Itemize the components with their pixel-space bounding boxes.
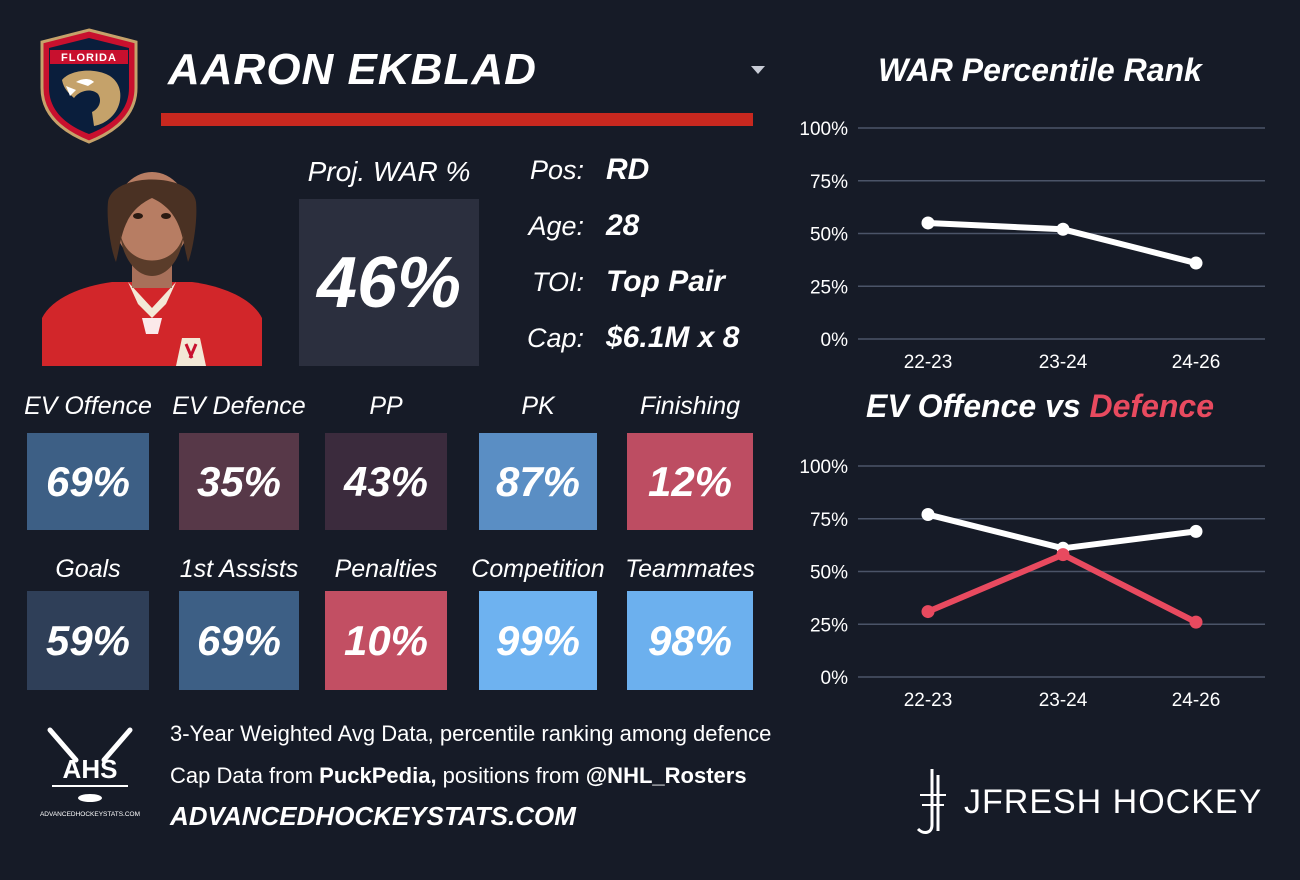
chevron-down-icon[interactable]: [748, 64, 768, 76]
proj-war-value: 46%: [299, 199, 479, 366]
nhl-rosters-link: @NHL_Rosters: [585, 763, 747, 788]
proj-war-label: Proj. WAR %: [307, 156, 471, 187]
y-tick-label: 0%: [821, 668, 849, 689]
footer-note-1: 3-Year Weighted Avg Data, percentile ran…: [170, 721, 772, 746]
cap-value: $6.1M x 8: [606, 321, 740, 354]
stat-label-competition: Competition: [471, 555, 605, 583]
x-tick-label: 23-24: [1039, 352, 1088, 372]
stat-label-teammates: Teammates: [625, 555, 755, 583]
footer-note-2: Cap Data from PuckPedia, positions from …: [170, 763, 747, 789]
pos-value: RD: [606, 153, 650, 186]
y-tick-label: 100%: [799, 457, 848, 478]
data-point: [1189, 524, 1203, 538]
footer-note-2-mid: positions from: [436, 763, 586, 788]
stat-value-ev-offence: 69%: [27, 433, 149, 530]
chart1-title: WAR Percentile Rank: [878, 52, 1202, 88]
y-tick-label: 100%: [799, 119, 848, 140]
x-tick-label: 23-24: [1039, 690, 1088, 710]
puckpedia-link: PuckPedia,: [319, 763, 437, 788]
stat-label-finishing: Finishing: [639, 392, 741, 420]
footer-note-2-prefix: Cap Data from: [170, 763, 320, 788]
chart2-title: EV Offence vs Defence: [780, 388, 1300, 425]
stat-label-ev-offence: EV Offence: [24, 392, 152, 420]
stat-label-penalties: Penalties: [334, 555, 438, 583]
name-underline: [161, 113, 753, 126]
stat-value-goals: 59%: [27, 591, 149, 690]
ev-offence-defence-chart: 100% 75% 50% 25% 0% 22-23 23-24 24-26: [799, 457, 1265, 710]
jfresh-hockey-logo: JFRESH HOCKEY: [916, 769, 1262, 834]
age-label: Age:: [528, 211, 584, 241]
ahs-logo-text: AHS: [63, 754, 118, 784]
brand-text: JFRESH HOCKEY: [964, 783, 1262, 821]
y-tick-label: 75%: [810, 172, 848, 193]
x-tick-label: 24-26: [1172, 690, 1221, 710]
florida-panthers-logo: FLORIDA: [40, 28, 138, 144]
stat-label-pp: PP: [369, 392, 403, 420]
data-point: [921, 508, 935, 522]
cap-label: Cap:: [526, 323, 584, 353]
stat-label-pk: PK: [521, 392, 555, 420]
stat-value-pk: 87%: [479, 433, 597, 530]
stat-value-teammates: 98%: [627, 591, 753, 690]
stat-label-goals: Goals: [55, 555, 121, 583]
stat-value-penalties: 10%: [325, 591, 447, 690]
data-point: [921, 216, 935, 230]
stat-label-1st-assists: 1st Assists: [179, 555, 299, 583]
stat-value-pp: 43%: [325, 433, 447, 530]
y-tick-label: 75%: [810, 510, 848, 531]
war-percentile-chart: 100% 75% 50% 25% 0% 22-23 23-24 24-26: [799, 119, 1265, 372]
y-tick-label: 0%: [821, 330, 849, 351]
x-tick-label: 22-23: [904, 690, 953, 710]
x-tick-label: 24-26: [1172, 352, 1221, 372]
stat-value-1st-assists: 69%: [179, 591, 299, 690]
data-point: [1189, 256, 1203, 270]
y-tick-label: 25%: [810, 615, 848, 636]
series-line-1: [926, 551, 1198, 625]
y-tick-label: 50%: [810, 225, 848, 246]
toi-label: TOI:: [531, 267, 584, 297]
stat-value-competition: 99%: [479, 591, 597, 690]
y-tick-label: 25%: [810, 277, 848, 298]
y-tick-label: 50%: [810, 563, 848, 584]
player-photo: [42, 172, 262, 366]
site-url: ADVANCEDHOCKEYSTATS.COM: [170, 801, 576, 831]
logo-text: FLORIDA: [61, 52, 117, 64]
stat-label-ev-defence: EV Defence: [172, 392, 306, 420]
ahs-logo: AHS ADVANCEDHOCKEYSTATS.COM: [40, 727, 140, 818]
player-name: AARON EKBLAD: [168, 45, 537, 94]
x-tick-label: 22-23: [904, 352, 953, 372]
pos-label: Pos:: [529, 155, 584, 185]
chart2-title-offence: EV Offence vs: [865, 388, 1090, 424]
age-value: 28: [606, 209, 640, 242]
stat-value-ev-defence: 35%: [179, 433, 299, 530]
toi-value: Top Pair: [606, 265, 725, 298]
data-point: [921, 605, 935, 619]
ahs-logo-subtext: ADVANCEDHOCKEYSTATS.COM: [40, 811, 140, 818]
data-point: [1056, 222, 1070, 236]
data-point: [1056, 548, 1070, 562]
chart2-title-defence: Defence: [1089, 388, 1215, 424]
stat-value-finishing: 12%: [627, 433, 753, 530]
data-point: [1189, 615, 1203, 629]
